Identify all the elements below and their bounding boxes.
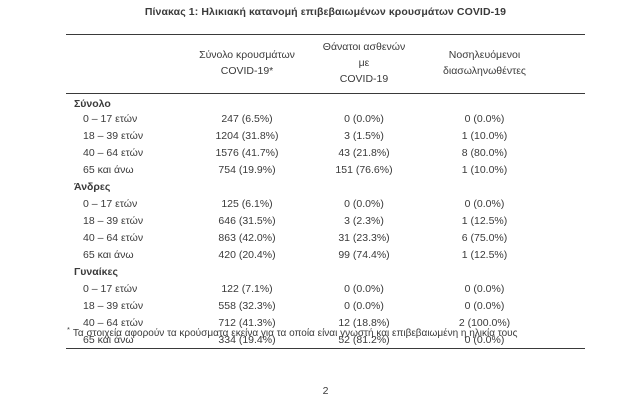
age-group-label: 18 – 39 ετών [83,130,144,143]
intubated-cell: 0 (0.0%) [464,113,505,126]
header-total-cases-line2: COVID-19* [220,64,274,77]
table-footnote: * Τα στοιχεία αφορούν τα κρούσματα εκείνα… [67,324,607,339]
intubated-cell: 1 (10.0%) [461,164,508,177]
intubated-cell: 1 (10.0%) [461,130,508,143]
footnote-text: Τα στοιχεία αφορούν τα κρούσματα εκείνα … [72,328,518,339]
age-group-label: 18 – 39 ετών [83,300,144,313]
cases-cell: 646 (31.5%) [218,215,276,228]
table-row: 40 – 64 ετών 863 (42.0%) 31 (23.3%) 6 (7… [66,230,585,247]
table-row: 18 – 39 ετών 646 (31.5%) 3 (2.3%) 1 (12.… [66,213,585,230]
header-intubated-line2: διασωληνωθέντες [443,64,526,77]
header-deaths-line2: COVID-19 [339,72,389,85]
cases-cell: 247 (6.5%) [221,113,273,126]
covid-age-table: Σύνολο κρουσμάτων COVID-19* Θάνατοι ασθε… [66,34,585,350]
intubated-cell: 0 (0.0%) [464,334,505,346]
section-label: Άνδρες [74,181,111,194]
table-header-row: Σύνολο κρουσμάτων COVID-19* Θάνατοι ασθε… [66,34,585,95]
table-row: 65 και άνω 334 (19.4%) 52 (81.2%) 0 (0.0… [66,332,585,349]
deaths-cell: 3 (1.5%) [344,130,384,143]
age-group-label: 40 – 64 ετών [83,317,144,330]
intubated-cell: 6 (75.0%) [461,232,508,245]
header-deaths-line1: Θάνατοι ασθενών με [322,41,406,69]
age-group-label: 0 – 17 ετών [83,198,138,211]
header-empty-cell [66,34,178,95]
age-group-label: 40 – 64 ετών [83,232,144,245]
cases-cell: 863 (42.0%) [218,232,276,245]
intubated-cell: 1 (12.5%) [461,249,508,262]
section-label: Γυναίκες [74,266,118,279]
deaths-cell: 31 (23.3%) [338,232,390,245]
age-group-label: 65 και άνω [83,164,134,177]
deaths-cell: 0 (0.0%) [344,300,384,313]
age-group-label: 65 και άνω [83,334,134,346]
table-row: 18 – 39 ετών 558 (32.3%) 0 (0.0%) 0 (0.0… [66,298,585,315]
intubated-cell: 0 (0.0%) [464,283,505,296]
intubated-cell: 2 (100.0%) [458,317,511,330]
cases-cell: 1204 (31.8%) [215,130,279,143]
deaths-cell: 0 (0.0%) [344,198,384,211]
intubated-cell: 0 (0.0%) [464,198,505,211]
table-row: 65 και άνω 420 (20.4%) 99 (74.4%) 1 (12.… [66,247,585,264]
section-row-women: Γυναίκες [66,264,585,281]
cases-cell: 420 (20.4%) [218,249,276,262]
table-caption: Πίνακας 1: Ηλικιακή κατανομή επιβεβαιωμέ… [144,6,507,18]
table-row: 0 – 17 ετών 247 (6.5%) 0 (0.0%) 0 (0.0%) [66,111,585,128]
header-deaths: Θάνατοι ασθενών με COVID-19 [316,34,424,95]
table-row: 0 – 17 ετών 122 (7.1%) 0 (0.0%) 0 (0.0%) [66,281,585,298]
age-group-label: 18 – 39 ετών [83,215,144,228]
cases-cell: 558 (32.3%) [218,300,276,313]
cases-cell: 125 (6.1%) [221,198,273,211]
table-row: 40 – 64 ετών 1576 (41.7%) 43 (21.8%) 8 (… [66,145,585,162]
deaths-cell: 0 (0.0%) [344,113,384,126]
cases-cell: 754 (19.9%) [218,164,276,177]
deaths-cell: 43 (21.8%) [338,147,390,160]
deaths-cell: 52 (81.2%) [338,334,390,346]
table-row: 40 – 64 ετών 712 (41.3%) 12 (18.8%) 2 (1… [66,315,585,332]
cases-cell: 712 (41.3%) [218,317,276,330]
age-group-label: 0 – 17 ετών [83,283,138,296]
header-intubated-line1: Νοσηλευόμενοι [448,48,521,61]
header-total-cases: Σύνολο κρουσμάτων COVID-19* [178,34,316,95]
cases-cell: 1576 (41.7%) [215,147,279,160]
cases-cell: 122 (7.1%) [221,283,273,296]
deaths-cell: 0 (0.0%) [344,283,384,296]
age-group-label: 0 – 17 ετών [83,113,138,126]
header-intubated: Νοσηλευόμενοι διασωληνωθέντες [424,34,585,95]
table-row: 18 – 39 ετών 1204 (31.8%) 3 (1.5%) 1 (10… [66,128,585,145]
footnote-asterisk: * [67,324,70,334]
deaths-cell: 12 (18.8%) [338,317,390,330]
section-label: Σύνολο [74,98,111,110]
table-row: 0 – 17 ετών 125 (6.1%) 0 (0.0%) 0 (0.0%) [66,196,585,213]
table-row: 65 και άνω 754 (19.9%) 151 (76.6%) 1 (10… [66,162,585,179]
section-row-men: Άνδρες [66,179,585,196]
age-group-label: 65 και άνω [83,249,134,262]
deaths-cell: 3 (2.3%) [344,215,384,228]
intubated-cell: 0 (0.0%) [464,300,505,313]
intubated-cell: 8 (80.0%) [461,147,508,160]
header-total-cases-line1: Σύνολο κρουσμάτων [199,48,295,61]
section-row-total: Σύνολο [66,94,585,111]
cases-cell: 334 (19.4%) [218,334,276,346]
page-number: 2 [322,385,329,397]
age-group-label: 40 – 64 ετών [83,147,144,160]
deaths-cell: 99 (74.4%) [338,249,390,262]
intubated-cell: 1 (12.5%) [461,215,508,228]
covid-age-table-container: Σύνολο κρουσμάτων COVID-19* Θάνατοι ασθε… [66,34,585,350]
deaths-cell: 151 (76.6%) [335,164,393,177]
